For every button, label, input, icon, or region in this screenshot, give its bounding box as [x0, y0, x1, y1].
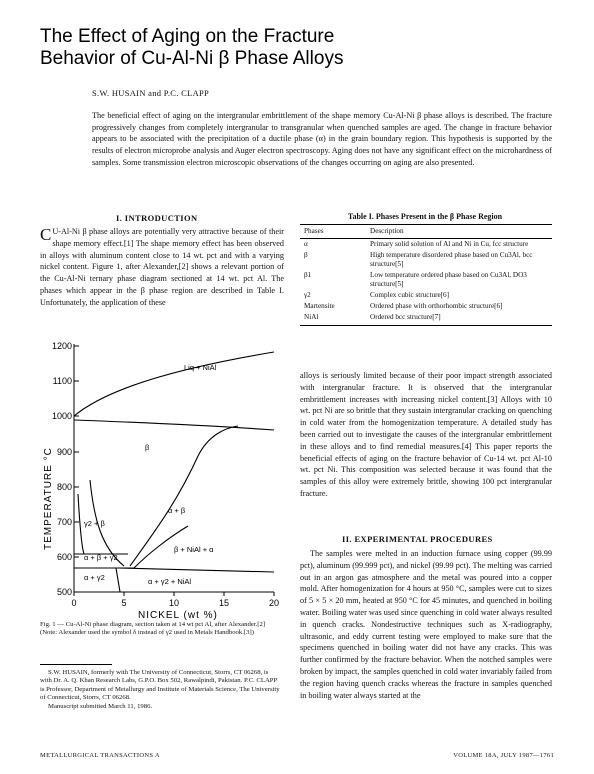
y-tick-label: 600 — [57, 552, 72, 562]
section-heading-experimental: II. EXPERIMENTAL PROCEDURES — [342, 534, 493, 544]
table-header-description: Description — [366, 224, 552, 239]
gamma-left-boundary — [77, 493, 85, 555]
right-paragraph-2: The samples were melted in an induction … — [300, 549, 552, 700]
right-paragraph-1: alloys is seriously limited because of t… — [300, 371, 552, 498]
table-row: Martensite Ordered phase with orthorhombi… — [300, 301, 552, 312]
region-label-alpha-gamma-nial: α + γ2 + NiAl — [148, 577, 191, 586]
authors: S.W. HUSAIN and P.C. CLAPP — [92, 88, 210, 98]
description-cell: Ordered phase with orthorhombic structur… — [370, 302, 503, 310]
running-footer-journal: METALLURGICAL TRANSACTIONS A — [40, 752, 160, 759]
figure-caption-text: Fig. 1 — Cu-Al-Ni phase diagram, section… — [40, 621, 266, 637]
x-axis-label: NICKEL (wt %) — [138, 610, 218, 620]
region-label-alpha-beta-gamma: α + β + γ2 — [84, 553, 118, 562]
phase-cell: β1 — [304, 271, 312, 279]
y-tick-label: 700 — [57, 517, 72, 527]
y-axis-label: TEMPERATURE °C — [43, 447, 54, 550]
table-row: γ2 Complex cubic structure[6] — [300, 290, 552, 301]
phase-cell: α — [304, 240, 308, 248]
phase-cell: β — [304, 251, 308, 259]
phase-cell: Martensite — [304, 302, 335, 310]
footnotes: S.W. HUSAIN, formerly with The Universit… — [40, 669, 280, 711]
section-heading-introduction: I. INTRODUCTION — [116, 213, 198, 223]
y-tick-label: 1200 — [52, 341, 72, 351]
table-row: NiAl Ordered bcc structure[7] — [300, 312, 552, 326]
y-tick-label: 500 — [57, 587, 72, 597]
table-row: β1 Low temperature ordered phase based on… — [300, 270, 552, 290]
y-tick-label: 900 — [57, 447, 72, 457]
description-cell: Complex cubic structure[6] — [370, 291, 450, 299]
liquidus-curve — [73, 351, 275, 417]
alpha-gamma-boundary — [115, 567, 121, 593]
phases-table: Phases Description α Primary solid soluti… — [300, 224, 552, 326]
x-tick-label: 10 — [169, 598, 179, 608]
affiliation-footnote: S.W. HUSAIN, formerly with The Universit… — [40, 669, 280, 702]
x-tick-label: 0 — [71, 598, 76, 608]
submission-date-footnote: Manuscript submitted March 11, 1986. — [48, 702, 153, 710]
region-label-alpha-beta: α + β — [168, 506, 186, 515]
beta-alpha-boundary — [89, 479, 125, 567]
description-cell: Ordered bcc structure[7] — [366, 312, 552, 326]
beta-nial-boundary — [129, 425, 239, 567]
footnote-rule — [40, 664, 112, 665]
right-column-para-1: alloys is seriously limited because of t… — [300, 370, 552, 500]
intro-text: U-Al-Ni β phase alloys are potentially v… — [40, 227, 284, 307]
eutectoid-tie-line — [117, 567, 275, 573]
drop-cap: C — [40, 225, 52, 244]
intro-paragraph: C U-Al-Ni β phase alloys are potentially … — [40, 226, 284, 309]
title-line-2: Behavior of Cu-Al-Ni β Phase Alloys — [40, 48, 344, 69]
region-label-beta: β — [145, 443, 150, 452]
abstract-text: The beneficial effect of aging on the in… — [92, 111, 552, 167]
phase-diagram-figure: 1200 1100 1000 900 800 700 600 500 0 5 1… — [43, 341, 279, 620]
figure-caption: Fig. 1 — Cu-Al-Ni phase diagram, section… — [40, 621, 280, 638]
abstract: The beneficial effect of aging on the in… — [92, 110, 552, 169]
title-line-1: The Effect of Aging on the Fracture — [40, 26, 335, 47]
y-tick-label: 1000 — [52, 411, 72, 421]
paper-title: The Effect of Aging on the Fracture Beha… — [40, 26, 560, 70]
x-tick-label: 20 — [269, 598, 279, 608]
running-footer-volume: VOLUME 18A, JULY 1987—1761 — [453, 752, 554, 759]
y-tick-label: 800 — [57, 482, 72, 492]
x-tick-label: 5 — [121, 598, 126, 608]
y-tick-label: 1100 — [53, 376, 72, 386]
description-cell: Primary solid solution of Al and Ni in C… — [370, 240, 529, 248]
phase-cell: NiAl — [300, 312, 366, 326]
description-cell: Low temperature ordered phase based on C… — [370, 271, 527, 288]
description-cell: High temperature disordered phase based … — [370, 251, 533, 268]
region-label-gamma-beta: γ2 + β — [84, 519, 105, 528]
phase-cell: γ2 — [304, 291, 311, 299]
solvus-nial-curve — [73, 419, 275, 431]
right-column-para-2: The samples were melted in an induction … — [300, 548, 552, 701]
table-header-row: Phases Description — [300, 224, 552, 239]
beta-nial-lower-boundary — [133, 525, 189, 569]
region-label-liq-nial: Liq + NiAl — [184, 363, 217, 372]
table-row: β High temperature disordered phase based… — [300, 250, 552, 270]
table-row: α Primary solid solution of Al and Ni in … — [300, 239, 552, 251]
table-caption: Table I. Phases Present in the β Phase R… — [347, 212, 503, 221]
table-header-phases: Phases — [300, 224, 366, 239]
region-label-beta-nial-alpha: β + NiAl + α — [174, 545, 214, 554]
y-tick-labels: 1200 1100 1000 900 800 700 600 500 — [52, 341, 72, 597]
region-label-alpha-gamma: α + γ2 — [84, 573, 105, 582]
x-tick-label: 15 — [219, 598, 229, 608]
